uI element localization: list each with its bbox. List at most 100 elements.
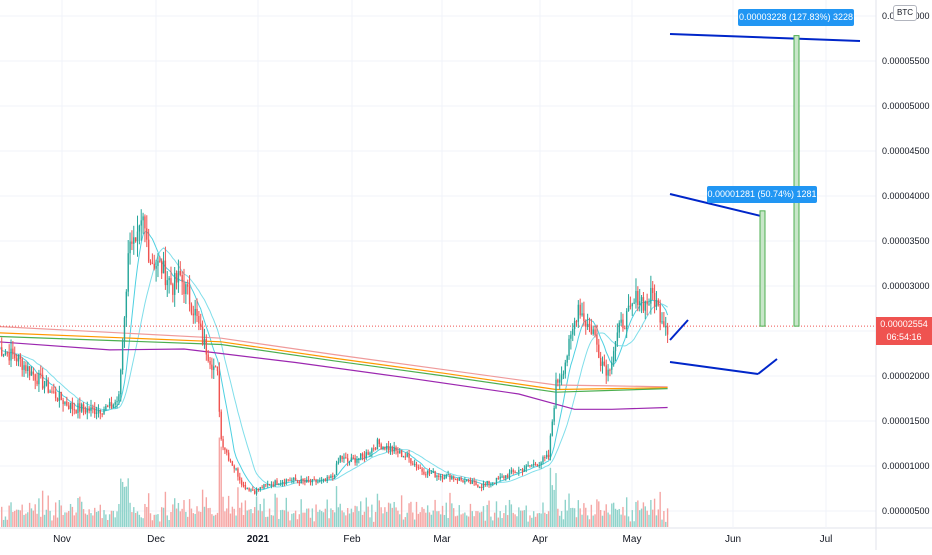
volume-bar (302, 512, 304, 527)
candle-body (471, 480, 473, 484)
candle-body (430, 472, 433, 474)
candle-body (101, 413, 103, 415)
candle-body (265, 484, 267, 486)
volume-bar (175, 508, 178, 527)
volume-bar (415, 501, 418, 527)
candle-body (410, 458, 412, 464)
volume-bar (147, 493, 150, 527)
candle-body (177, 271, 180, 283)
last-price-value: 0.00002554 (880, 319, 928, 329)
candle-body (244, 485, 247, 489)
volume-bar (625, 497, 628, 527)
volume-bar (296, 519, 299, 527)
candle-body (354, 458, 356, 463)
measure-tag-2[interactable]: 0.00001281 (50.74%) 1281 (707, 186, 817, 203)
volume-bar (529, 515, 531, 527)
volume-bar (81, 501, 83, 527)
measure-tag-2-text: 0.00001281 (50.74%) 1281 (707, 189, 817, 199)
candle-body (2, 354, 5, 356)
candle-body (419, 467, 421, 469)
candle-body (484, 483, 487, 485)
candle-body (200, 323, 202, 327)
last-price-tag: 0.00002554 06:54:16 (876, 317, 932, 345)
candle-body (103, 409, 105, 414)
candle-body (114, 402, 116, 405)
symbol-badge[interactable]: BTC (893, 5, 917, 21)
candle-body (41, 374, 44, 389)
candle-body (36, 380, 38, 385)
candle-body (586, 323, 589, 327)
volume-bar (639, 510, 641, 527)
y-tick-label: 0.00001500 (882, 416, 930, 426)
volume-bar (73, 515, 75, 527)
volume-bar (14, 510, 16, 527)
candle-body (659, 304, 661, 323)
candle-body (79, 403, 81, 412)
volume-bar (250, 509, 252, 527)
candle-body (246, 488, 248, 490)
time-axis[interactable]: Nov Dec 2021 Feb Mar Apr May Jun Jul (53, 534, 832, 545)
candle-body (71, 402, 74, 410)
volume-bar (453, 508, 455, 527)
volume-bar (652, 509, 654, 527)
volume-bar (151, 520, 154, 527)
volume-bar (112, 510, 115, 527)
volume-bar (436, 511, 438, 527)
volume-bar (551, 485, 553, 527)
candle-body (19, 355, 22, 360)
candle-body (95, 412, 98, 414)
volume-bar (393, 501, 395, 527)
candle-body (162, 260, 165, 274)
volume-bar (412, 512, 414, 527)
candle-body (229, 460, 232, 462)
volume-bar (538, 512, 540, 527)
volume-bar (499, 511, 501, 527)
volume-bar (229, 513, 232, 527)
volume-bar (371, 504, 373, 527)
candle-body (380, 444, 382, 450)
candle-body (596, 334, 598, 345)
price-axis[interactable]: 0.00000500 0.00001000 0.00001500 0.00002000… (882, 11, 930, 516)
candle-body (601, 361, 604, 366)
candle-body (415, 463, 418, 468)
candle-body (635, 291, 637, 303)
volume-bar (53, 515, 55, 527)
volume-bar (356, 506, 358, 527)
candle-body (144, 216, 146, 229)
volume-bar (391, 507, 394, 527)
volume-bar (665, 521, 667, 527)
candle-body (49, 391, 51, 393)
candle-body (231, 461, 234, 466)
candle-body (166, 280, 168, 286)
candle-body (43, 385, 46, 389)
volume-bar (505, 505, 507, 527)
candle-body (611, 362, 613, 370)
candle-body (298, 481, 301, 484)
candle-body (542, 457, 544, 463)
candle-body (637, 291, 639, 306)
volume-bar (553, 489, 555, 527)
volume-bar (6, 519, 8, 527)
drawings[interactable] (669, 33, 861, 375)
measure-tag-1[interactable]: 0.00003228 (127.83%) 3228 (738, 9, 854, 26)
candle-body (374, 448, 377, 450)
volume-bar (536, 513, 539, 527)
x-tick-label: Dec (147, 534, 165, 545)
candle-body (296, 480, 299, 482)
candle-body (560, 375, 563, 380)
candle-body (125, 291, 128, 318)
volume-bar (192, 513, 194, 527)
volume-bar (28, 502, 31, 527)
candle-body (376, 439, 379, 450)
volume-bar (508, 499, 511, 527)
candle-body (588, 323, 591, 326)
candle-body (105, 405, 107, 410)
candle-body (518, 470, 520, 473)
volume-bar (84, 513, 87, 527)
volume-bar (544, 512, 546, 527)
volume-bar (397, 510, 399, 527)
candle-body (149, 261, 152, 264)
candle-body (521, 469, 524, 472)
candle-body (112, 404, 115, 408)
